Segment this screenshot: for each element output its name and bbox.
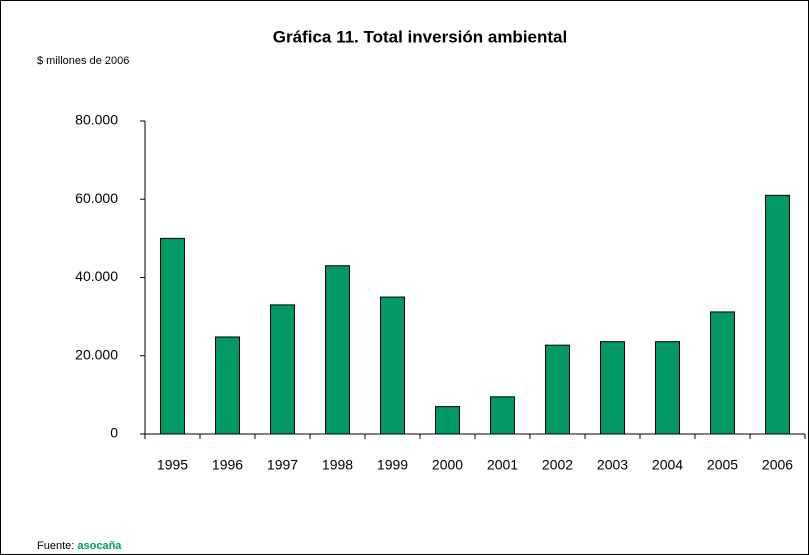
- bar: [545, 344, 570, 435]
- x-tick-label: 1995: [157, 457, 188, 473]
- bar: [655, 341, 680, 435]
- y-tick-label: 40.000: [75, 268, 118, 284]
- x-tick-label: 1997: [267, 457, 298, 473]
- y-tick-label: 60.000: [75, 190, 118, 206]
- y-axis-label: $ millones de 2006: [37, 55, 129, 67]
- bar: [380, 296, 405, 435]
- bar: [325, 265, 350, 435]
- source: Fuente: asocaña: [37, 540, 122, 552]
- x-tick-label: 1999: [377, 457, 408, 473]
- bar: [215, 336, 240, 435]
- bar: [270, 304, 295, 435]
- bar: [490, 396, 515, 435]
- bar: [710, 311, 735, 435]
- x-tick-label: 2003: [597, 457, 628, 473]
- x-tick-label: 2001: [487, 457, 518, 473]
- x-tick-label: 1996: [212, 457, 243, 473]
- source-label: Fuente:: [37, 540, 74, 552]
- bar: [435, 406, 460, 435]
- bar: [160, 237, 185, 435]
- x-tick-label: 2005: [707, 457, 738, 473]
- x-tick-label: 1998: [322, 457, 353, 473]
- bar: [765, 194, 790, 435]
- bar: [600, 341, 625, 435]
- x-tick-label: 2004: [652, 457, 683, 473]
- y-tick-label: 0: [110, 425, 118, 441]
- chart-title: Gráfica 11. Total inversión ambiental: [273, 27, 567, 46]
- y-tick-label: 80.000: [75, 112, 118, 128]
- y-tick-label: 20.000: [75, 346, 118, 362]
- source-name: asocaña: [77, 540, 122, 552]
- x-tick-label: 2000: [432, 457, 463, 473]
- x-tick-label: 2006: [762, 457, 793, 473]
- x-tick-label: 2002: [542, 457, 573, 473]
